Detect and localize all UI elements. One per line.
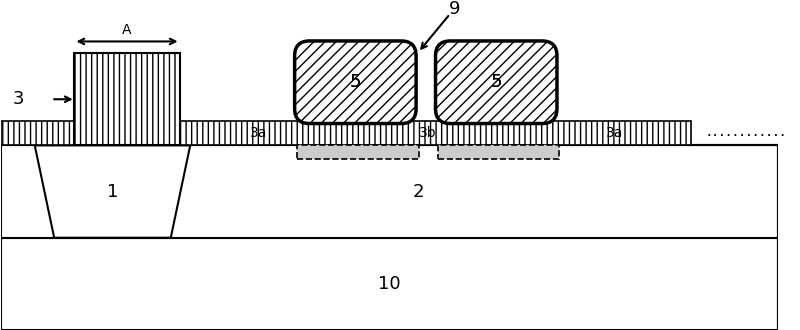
Text: 5: 5 (490, 73, 502, 91)
FancyBboxPatch shape (435, 41, 557, 123)
Text: 10: 10 (378, 275, 401, 293)
Text: ............: ............ (705, 128, 786, 138)
Text: 3: 3 (13, 90, 24, 108)
Bar (438, 146, 559, 159)
Text: 1: 1 (106, 182, 118, 201)
Polygon shape (34, 146, 190, 238)
Bar (1, 238, 778, 330)
Text: 5: 5 (490, 73, 502, 91)
Text: 5: 5 (350, 73, 361, 91)
Text: 5: 5 (350, 73, 361, 91)
Bar (297, 146, 418, 159)
Bar (1, 146, 778, 238)
Text: 9: 9 (450, 0, 461, 18)
Text: 3b: 3b (419, 126, 437, 140)
Text: 3a: 3a (250, 126, 267, 140)
FancyBboxPatch shape (294, 41, 416, 123)
Bar (74, 53, 181, 146)
Text: A: A (122, 23, 132, 37)
Text: 2: 2 (413, 182, 424, 201)
Bar (1, 121, 690, 146)
Text: 3a: 3a (606, 126, 623, 140)
